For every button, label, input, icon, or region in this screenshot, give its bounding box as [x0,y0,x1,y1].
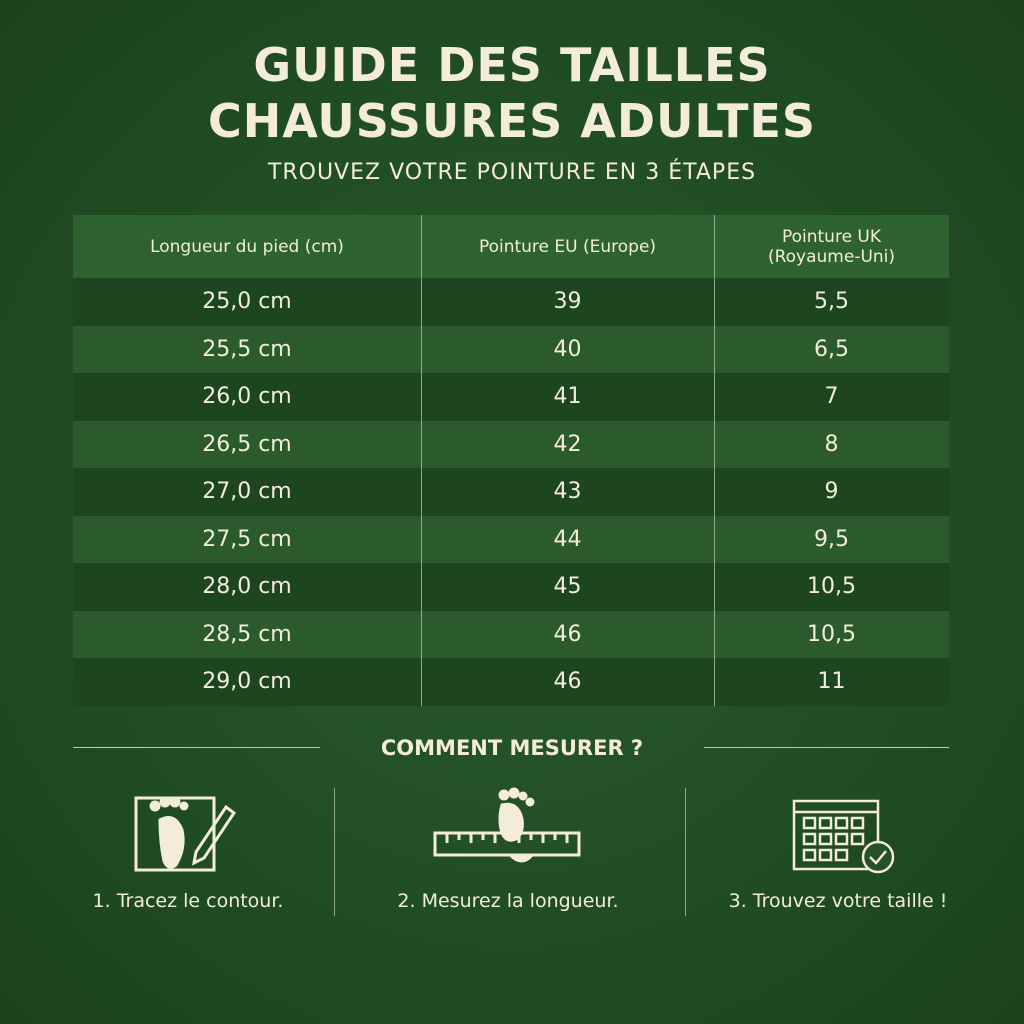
header-cell: Pointure EU (Europe) [421,237,714,257]
size-table: Longueur du pied (cm) Pointure EU (Europe… [73,215,949,706]
table-cell: 43 [553,479,582,505]
table-row: 26,5 cm 42 8 [73,420,949,468]
header-cell: Pointure UK (Royaume-Uni) [714,227,949,267]
step-divider [685,788,686,916]
column-divider [421,215,422,706]
table-cell: 11 [817,669,846,695]
table-row: 26,0 cm 41 7 [73,373,949,421]
title-line: CHAUSSURES ADULTES [207,94,817,148]
table-cell: 39 [553,289,582,315]
table-cell: 29,0 cm [202,669,292,695]
table-cell: 27,5 cm [202,526,292,552]
table-cell: 28,0 cm [202,574,292,600]
table-row: 28,0 cm 45 10,5 [73,563,949,611]
table-row: 25,0 cm 39 5,5 [73,278,949,326]
table-cell: 28,5 cm [202,621,292,647]
section-title: COMMENT MESURER ? [380,736,644,760]
subtitle: TROUVEZ VOTRE POINTURE EN 3 ÉTAPES [267,160,757,185]
table-cell: 42 [553,431,582,457]
measure-icon [433,787,581,863]
step-label: 3. Trouvez votre taille ! [728,890,948,912]
title-line: GUIDE DES TAILLES [253,38,771,92]
table-row: 28,5 cm 46 10,5 [73,610,949,658]
table-cell: 45 [553,574,582,600]
table-cell: 10,5 [807,621,856,647]
step-label: 1. Tracez le contour. [92,890,284,912]
trace-icon [134,796,237,872]
step-label: 2. Mesurez la longueur. [397,890,619,912]
table-row: 29,0 cm 46 11 [73,658,949,706]
table-cell: 10,5 [807,574,856,600]
table-cell: 8 [824,431,839,457]
table-row: 27,5 cm 44 9,5 [73,515,949,563]
table-cell: 26,0 cm [202,384,292,410]
table-cell: 25,0 cm [202,289,292,315]
header-text: Pointure EU (Europe) [478,236,657,257]
table-cell: 26,5 cm [202,431,292,457]
table-cell: 27,0 cm [202,479,292,505]
table-cell: 5,5 [814,289,849,315]
divider [73,747,320,748]
header-text: Longueur du pied (cm) [150,236,344,257]
table-cell: 9 [824,479,839,505]
table-cell: 9,5 [814,526,849,552]
step-divider [334,788,335,916]
header-cell: Longueur du pied (cm) [73,237,421,257]
header-text: Pointure UK [781,226,882,247]
table-row: 25,5 cm 40 6,5 [73,325,949,373]
table-cell: 44 [553,526,582,552]
table-cell: 46 [553,669,582,695]
size-icon [792,799,895,874]
table-row: 27,0 cm 43 9 [73,468,949,516]
table-cell: 40 [553,336,582,362]
table-cell: 46 [553,621,582,647]
table-cell: 41 [553,384,582,410]
table-cell: 6,5 [814,336,849,362]
header-text: (Royaume-Uni) [767,246,896,267]
table-cell: 7 [824,384,839,410]
column-divider [714,215,715,706]
divider [704,747,949,748]
table-cell: 25,5 cm [202,336,292,362]
header-row: Longueur du pied (cm) Pointure EU (Europe… [73,215,949,278]
